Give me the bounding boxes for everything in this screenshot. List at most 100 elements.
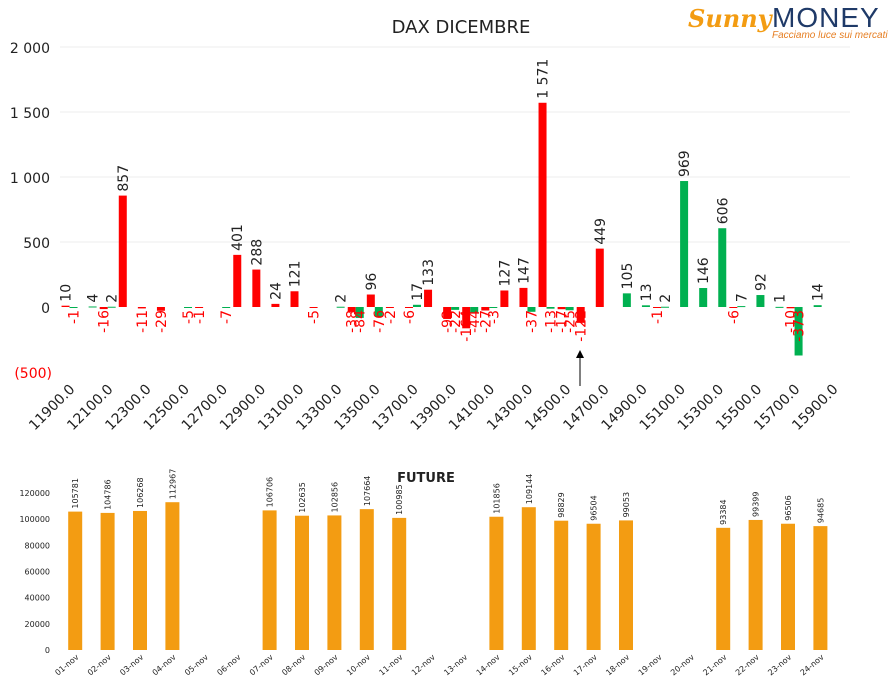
data-label: 969 [677, 150, 693, 177]
dax-bar [729, 307, 738, 308]
x-tick-label: 01-nov [53, 652, 80, 677]
future-bar [262, 510, 277, 650]
future-bar [133, 510, 147, 650]
data-label: -3 [486, 310, 502, 324]
data-label: 105 [620, 263, 636, 290]
data-label: 93384 [719, 499, 728, 524]
data-label: -11 [135, 310, 151, 333]
y-tick-label: 80000 [25, 541, 50, 550]
data-label: 13 [639, 283, 655, 301]
future-bar [716, 527, 731, 650]
future-bar [748, 519, 763, 650]
future-bar [100, 512, 115, 650]
x-tick-label: 03-nov [118, 652, 145, 677]
dax-options-chart: DAX DICEMBRE (500) 0 500 1 000 1 500 2 000 10 -1… [10, 17, 850, 434]
data-label: -1 [192, 310, 208, 324]
data-label: -164 [459, 310, 475, 342]
dax-bar [118, 195, 127, 307]
data-label: -1 [67, 310, 83, 324]
data-label: 107664 [363, 476, 372, 507]
dax-bar [61, 305, 70, 307]
y-tick-label: 2 000 [10, 41, 50, 57]
dax-bar [546, 307, 555, 309]
dax-bar [680, 181, 689, 307]
dax-bar [366, 294, 375, 307]
dax-bar [374, 307, 383, 317]
data-label: -22 [448, 310, 464, 333]
data-label: -44 [467, 310, 483, 333]
future-bar [359, 509, 374, 650]
data-label: -6 [726, 310, 742, 324]
y-tick-label: (500) [14, 366, 52, 382]
x-tick-label: 13-nov [442, 652, 469, 677]
data-label: 98829 [557, 492, 566, 517]
data-label: -373 [792, 310, 808, 342]
data-label: 24 [268, 282, 284, 300]
future-bar [521, 507, 536, 650]
y-tick-label: 40000 [25, 594, 50, 603]
y-tick-label: 100000 [19, 515, 50, 524]
logo-sunny-text: Sunny [688, 4, 772, 33]
data-label: 146 [696, 257, 712, 284]
dax-bar [718, 228, 727, 307]
dax-bar [355, 307, 364, 318]
dax-bar [813, 305, 822, 307]
data-label: 94685 [816, 498, 825, 523]
data-label: -1 [650, 310, 666, 324]
dax-bar [489, 307, 498, 308]
future-bar [781, 523, 795, 650]
future-bar [813, 526, 828, 650]
x-tick-label: 23-nov [766, 652, 793, 677]
data-label: 147 [516, 257, 532, 284]
dax-bar [794, 307, 803, 356]
dax-bar [565, 307, 574, 311]
data-label: 106268 [136, 477, 145, 508]
data-label: -6 [402, 310, 418, 324]
data-label: -16 [97, 310, 113, 333]
x-tick-label: 16-nov [539, 652, 566, 677]
data-label: -122 [574, 310, 590, 342]
dax-bar [519, 287, 528, 307]
future-bar [327, 515, 342, 650]
data-label: 2 [334, 294, 350, 303]
y-tick-label: 0 [41, 301, 50, 317]
data-label: 106706 [266, 477, 275, 508]
y-tick-label: 1 000 [10, 171, 50, 187]
x-tick-label: 22-nov [734, 652, 761, 677]
chart-title: FUTURE [397, 471, 455, 486]
logo-tagline: Facciamo luce sui mercati [772, 30, 888, 41]
x-tick-label: 06-nov [215, 652, 242, 677]
data-label: 1 571 [536, 59, 552, 99]
data-label: -17 [555, 310, 571, 333]
data-label: 288 [249, 239, 265, 266]
dax-bar [336, 306, 345, 308]
dax-bar [233, 254, 242, 307]
data-label: 2 [658, 294, 674, 303]
dax-bar [385, 307, 394, 308]
x-tick-label: 09-nov [313, 652, 340, 677]
chart-title: DAX DICEMBRE [392, 17, 531, 38]
dax-bar [500, 290, 509, 307]
dax-bar [462, 307, 471, 329]
dax-bar [88, 306, 97, 308]
dax-bar [195, 307, 204, 308]
data-label: 109144 [525, 474, 534, 505]
dax-bar [786, 307, 795, 309]
data-label: -5 [181, 310, 197, 324]
future-bar [165, 502, 180, 650]
dax-bar [424, 289, 433, 307]
x-tick-label: 10-nov [345, 652, 372, 677]
x-tick-label: 21-nov [701, 652, 728, 677]
dax-bar [470, 307, 479, 313]
data-label: -92 [440, 310, 456, 333]
dax-bar [538, 102, 547, 308]
y-tick-label: 60000 [25, 568, 50, 577]
future-bar [586, 523, 601, 650]
x-tick-label: 05-nov [183, 652, 210, 677]
x-tick-label: 24-nov [799, 652, 826, 677]
y-tick-label: 20000 [25, 620, 50, 629]
dax-bar [412, 304, 421, 307]
data-label: -2 [383, 310, 399, 324]
dax-bar [557, 307, 566, 310]
future-volume-chart: FUTURE 0 20000 40000 60000 80000 100000 120000 1… [19, 469, 828, 677]
